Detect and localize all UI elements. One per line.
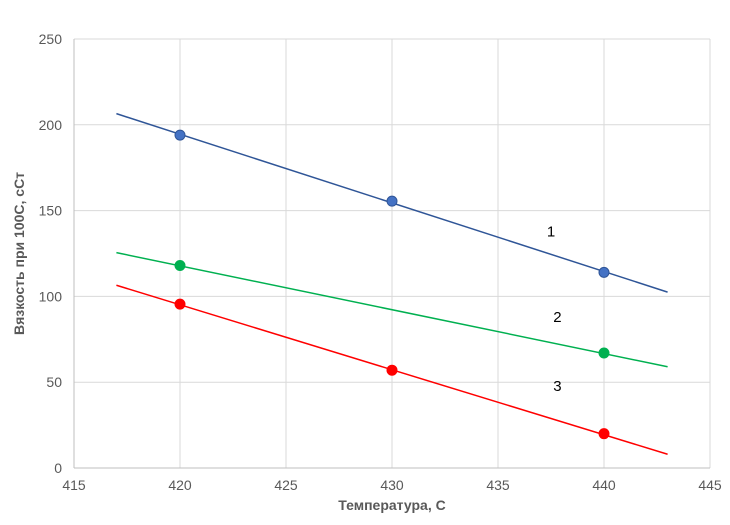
x-tick-label: 425 [274,477,298,493]
data-point [598,266,610,278]
x-tick-label: 440 [592,477,616,493]
series-3 [116,284,668,455]
y-axis-title: Вязкость при 100С, сСт [11,172,27,335]
data-point [386,364,398,376]
y-tick-label: 200 [39,117,63,133]
data-point [174,129,186,141]
x-axis-title: Температура, С [338,497,445,513]
grid [73,38,711,469]
x-tick-label: 415 [62,477,86,493]
axes [73,39,710,469]
data-point [174,260,186,272]
series-1 [116,112,668,293]
series-2 [116,251,668,368]
x-tick-label: 435 [486,477,510,493]
y-tick-label: 0 [54,460,62,476]
y-tick-label: 50 [46,374,62,390]
data-point [174,298,186,310]
y-tick-label: 150 [39,203,63,219]
x-tick-label: 430 [380,477,404,493]
x-tick-label: 420 [168,477,192,493]
y-tick-label: 100 [39,288,63,304]
series-label-3: 3 [553,378,561,395]
trendline-2 [116,251,668,368]
series-layer: 1 2 3 [116,112,668,455]
data-point [598,428,610,440]
x-tick-label: 445 [698,477,722,493]
data-point [598,347,610,359]
y-tick-label: 250 [39,31,63,47]
series-label-1: 1 [547,223,555,240]
series-label-2: 2 [553,309,561,326]
tick-labels: 415 420 425 430 435 440 445 0 50 100 150 200 250 [39,31,722,493]
data-point [386,195,398,207]
